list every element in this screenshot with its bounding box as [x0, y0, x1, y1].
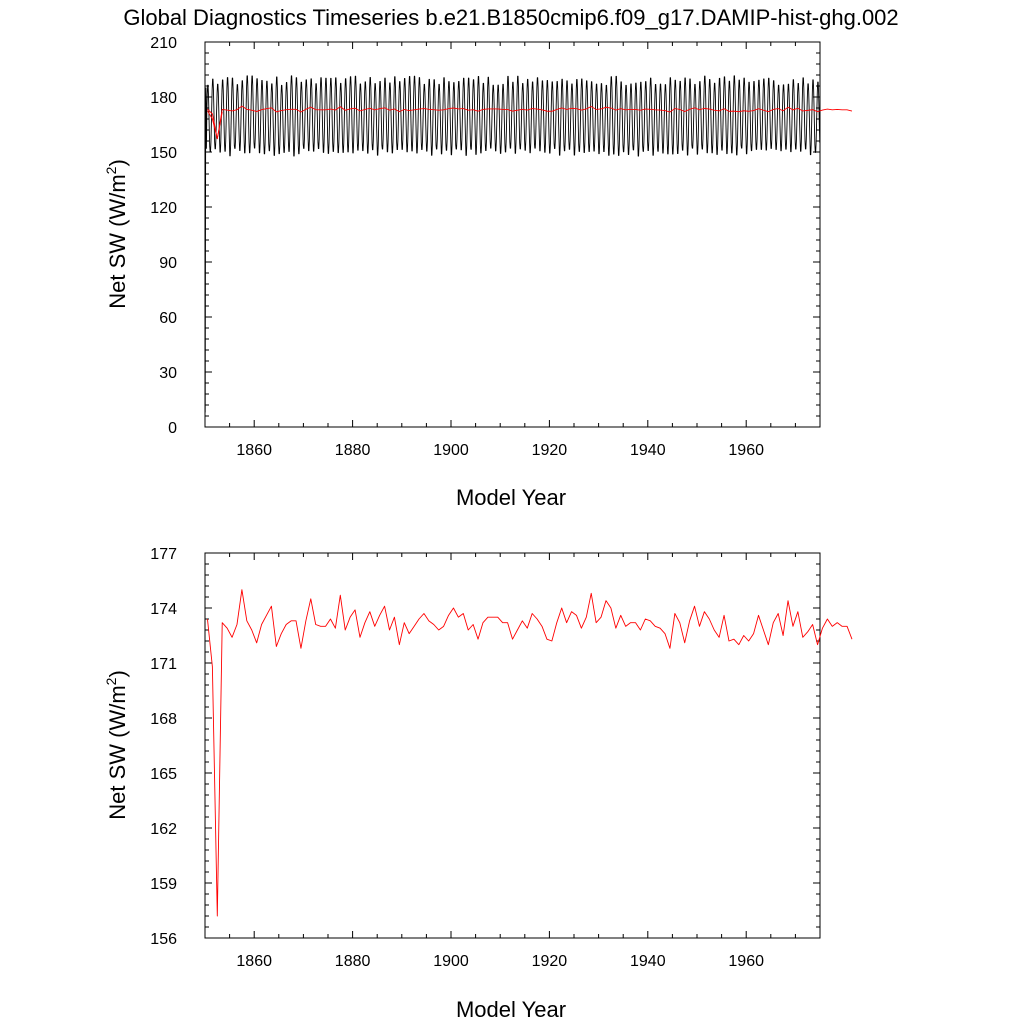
top-x-tick-label: 1900: [433, 442, 469, 459]
bottom-x-tick-label: 1880: [335, 953, 371, 970]
bottom-x-tick-label: 1960: [728, 953, 764, 970]
bottom-y-tick-label: 159: [150, 876, 177, 893]
top-panel: 1860 1880 1900 1920 1940 1960 0 30 60 90 120 150 180…: [103, 35, 853, 510]
bottom-plot-area: 1860 1880 1900 1920 1940 1960 156 159 162 165 168 1…: [150, 546, 853, 970]
top-x-tick-label: 1940: [630, 442, 666, 459]
top-x-tick-label: 1920: [532, 442, 568, 459]
bottom-x-tick-label: 1860: [236, 953, 272, 970]
top-y-tick-label: 90: [159, 255, 177, 272]
top-y-tick-label: 120: [150, 200, 177, 217]
bottom-x-tick-label: 1940: [630, 953, 666, 970]
top-series-monthly-line: [204, 75, 821, 413]
top-y-tick-label: 0: [168, 420, 177, 437]
top-x-tick-label: 1860: [236, 442, 272, 459]
top-x-axis-label: Model Year: [456, 485, 566, 510]
top-y-label-main: Net SW (W/m: [105, 174, 130, 308]
bottom-y-label-close: ): [105, 670, 130, 677]
bottom-y-tick-label: 177: [150, 546, 177, 563]
top-y-tick-label: 60: [159, 310, 177, 327]
top-x-tick-label: 1960: [728, 442, 764, 459]
top-y-tick-label: 180: [150, 90, 177, 107]
bottom-panel: 1860 1880 1900 1920 1940 1960 156 159 162 165 168 1…: [103, 546, 853, 1022]
bottom-y-label-superscript: 2: [103, 677, 119, 685]
top-y-tick-label: 150: [150, 145, 177, 162]
figure-title: Global Diagnostics Timeseries b.e21.B185…: [123, 5, 898, 30]
bottom-y-tick-label: 168: [150, 711, 177, 728]
top-y-label-superscript: 2: [103, 166, 119, 174]
top-x-tick-label: 1880: [335, 442, 371, 459]
bottom-x-tick-label: 1920: [532, 953, 568, 970]
bottom-y-tick-label: 174: [150, 601, 177, 618]
bottom-y-axis-label: Net SW (W/m2): [103, 670, 130, 820]
top-y-label-close: ): [105, 159, 130, 166]
bottom-plot-frame: [204, 552, 821, 939]
top-y-tick-label: 210: [150, 35, 177, 52]
top-plot-frame: [204, 41, 821, 428]
bottom-y-label-main: Net SW (W/m: [105, 685, 130, 819]
top-y-tick-label: 30: [159, 365, 177, 382]
bottom-series-annual-line: [207, 589, 853, 917]
bottom-y-tick-label: 171: [150, 656, 177, 673]
bottom-x-axis-label: Model Year: [456, 997, 566, 1022]
bottom-y-tick-label: 156: [150, 931, 177, 948]
bottom-y-tick-label: 162: [150, 821, 177, 838]
top-series-annual-mean-line: [207, 105, 853, 139]
top-y-axis-label: Net SW (W/m2): [103, 159, 130, 309]
top-plot-area: 1860 1880 1900 1920 1940 1960 0 30 60 90 120 150 180…: [150, 35, 853, 459]
bottom-y-tick-label: 165: [150, 766, 177, 783]
bottom-x-tick-label: 1900: [433, 953, 469, 970]
